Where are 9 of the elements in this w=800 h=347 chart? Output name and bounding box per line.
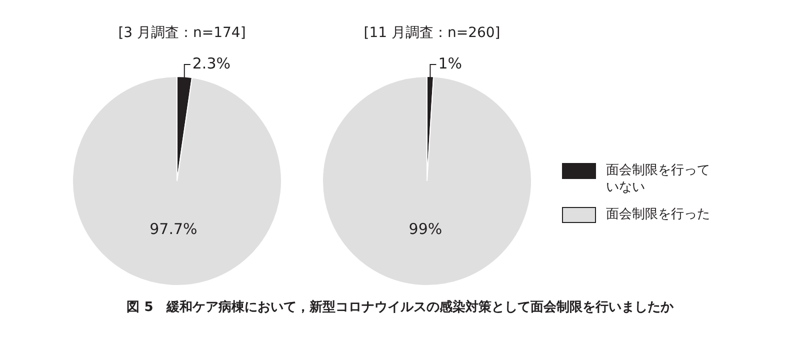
caption: 図 5 緩和ケア病棟において，新型コロナウイルスの感染対策として面会制限を行いましたか	[126, 298, 674, 316]
data-label: 97.7%	[150, 220, 198, 238]
data-label: 1%	[438, 54, 462, 72]
legend-label: 面会制限を行った	[606, 206, 711, 223]
chart-title: [3 月調査：n=174]	[117, 24, 247, 43]
data-label: 99%	[408, 220, 442, 238]
legend-label: 面会制限を行っていない	[606, 162, 711, 196]
data-label: 2.3%	[192, 54, 231, 72]
chart-title: [11 月調査：n=260]	[362, 24, 502, 43]
